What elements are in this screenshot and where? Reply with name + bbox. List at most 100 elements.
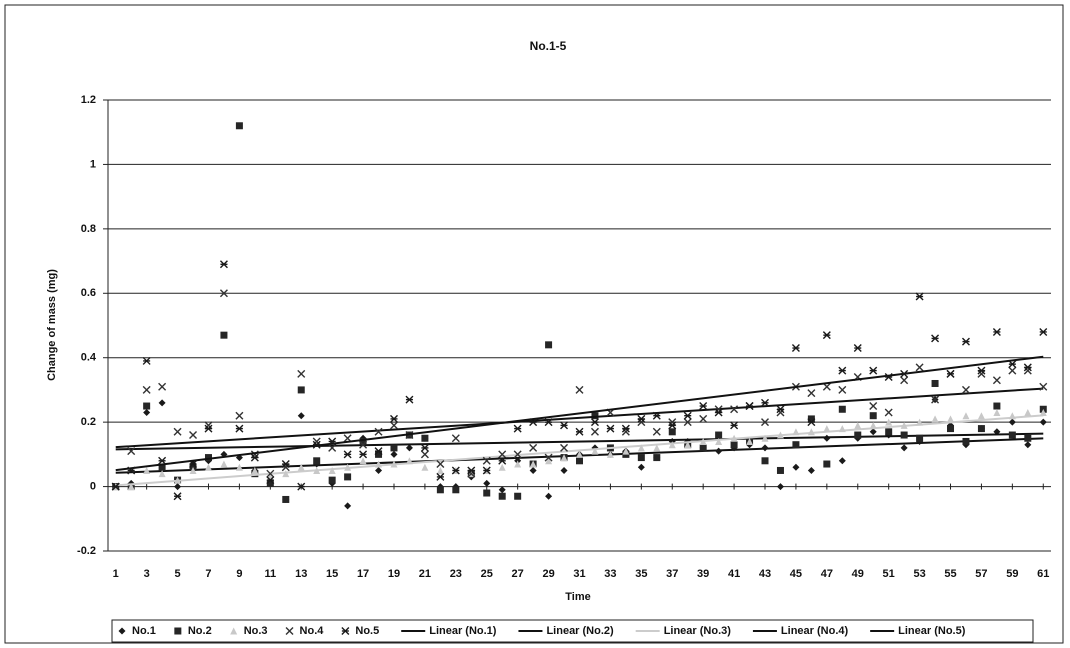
- point: [730, 421, 739, 430]
- marker-shape: [1024, 434, 1032, 442]
- marker-shape: [375, 450, 383, 458]
- point: [529, 443, 538, 452]
- marker-shape: [900, 444, 908, 452]
- point: [482, 456, 491, 465]
- marker-shape: [544, 453, 553, 462]
- marker-shape: [513, 450, 522, 459]
- marker-shape: [204, 463, 212, 471]
- x-tick-label: 61: [1037, 568, 1049, 580]
- point: [174, 476, 182, 484]
- point: [807, 428, 815, 436]
- point: [668, 441, 676, 449]
- point: [869, 402, 878, 411]
- marker-shape: [483, 479, 491, 487]
- marker-shape: [730, 434, 738, 442]
- x-tick-label: 1: [113, 568, 119, 580]
- point: [900, 431, 908, 439]
- point: [230, 627, 238, 635]
- point: [297, 369, 306, 378]
- marker-shape: [900, 376, 909, 385]
- marker-shape: [992, 376, 1001, 385]
- marker-shape: [977, 425, 985, 433]
- point: [529, 460, 537, 468]
- point: [405, 395, 414, 404]
- marker-shape: [1024, 408, 1032, 416]
- y-axis-label: Change of mass (mg): [46, 269, 58, 381]
- x-axis-label: Time: [565, 591, 590, 603]
- marker-shape: [1008, 418, 1016, 426]
- point: [807, 466, 815, 474]
- y-tick-label: 1: [90, 158, 96, 170]
- point: [482, 466, 491, 475]
- point: [1008, 412, 1016, 420]
- point: [118, 627, 126, 635]
- point: [838, 457, 846, 465]
- point: [545, 457, 553, 465]
- marker-shape: [174, 476, 182, 484]
- marker-shape: [189, 431, 198, 440]
- x-tick-label: 49: [852, 568, 864, 580]
- point: [235, 424, 244, 433]
- point: [285, 627, 294, 635]
- point: [297, 463, 305, 471]
- point: [591, 412, 599, 420]
- point: [328, 437, 337, 446]
- marker-shape: [421, 434, 429, 442]
- point: [281, 463, 290, 472]
- point: [761, 398, 770, 407]
- marker-shape: [545, 457, 553, 465]
- point: [715, 431, 723, 439]
- point: [1008, 431, 1016, 439]
- marker-shape: [606, 450, 614, 458]
- marker-shape: [235, 463, 243, 471]
- point: [653, 454, 661, 462]
- marker-shape: [189, 466, 197, 474]
- point: [405, 457, 413, 465]
- point: [483, 489, 491, 497]
- marker-shape: [822, 382, 831, 391]
- x-tick-label: 31: [573, 568, 585, 580]
- point: [730, 441, 738, 449]
- x-tick-label: 33: [604, 568, 616, 580]
- marker-shape: [652, 427, 661, 436]
- point: [560, 421, 569, 430]
- point: [375, 466, 383, 474]
- marker-shape: [637, 454, 645, 462]
- point: [483, 479, 491, 487]
- marker-shape: [514, 492, 522, 500]
- x-tick-label: 47: [821, 568, 833, 580]
- marker-shape: [838, 425, 846, 433]
- point: [1039, 327, 1048, 336]
- marker-shape: [420, 450, 429, 459]
- marker-shape: [498, 486, 506, 494]
- marker-shape: [560, 443, 569, 452]
- marker-shape: [313, 457, 321, 465]
- marker-shape: [900, 421, 908, 429]
- marker-shape: [915, 363, 924, 372]
- point: [823, 460, 831, 468]
- marker-shape: [297, 463, 305, 471]
- point: [389, 414, 398, 423]
- point: [158, 470, 166, 478]
- point: [375, 460, 383, 468]
- x-tick-label: 13: [295, 568, 307, 580]
- point: [776, 483, 784, 491]
- point: [1024, 441, 1032, 449]
- marker-shape: [158, 470, 166, 478]
- marker-shape: [482, 456, 491, 465]
- y-tick-label: 0.2: [81, 416, 96, 428]
- point: [529, 466, 537, 474]
- marker-shape: [158, 382, 167, 391]
- marker-shape: [699, 444, 707, 452]
- point: [962, 437, 970, 445]
- point: [683, 411, 692, 420]
- point: [513, 450, 522, 459]
- marker-shape: [807, 466, 815, 474]
- point: [375, 450, 383, 458]
- point: [652, 427, 661, 436]
- marker-shape: [219, 289, 228, 298]
- marker-shape: [916, 434, 924, 442]
- x-tick-label: 21: [419, 568, 431, 580]
- point: [498, 450, 507, 459]
- marker-shape: [854, 431, 862, 439]
